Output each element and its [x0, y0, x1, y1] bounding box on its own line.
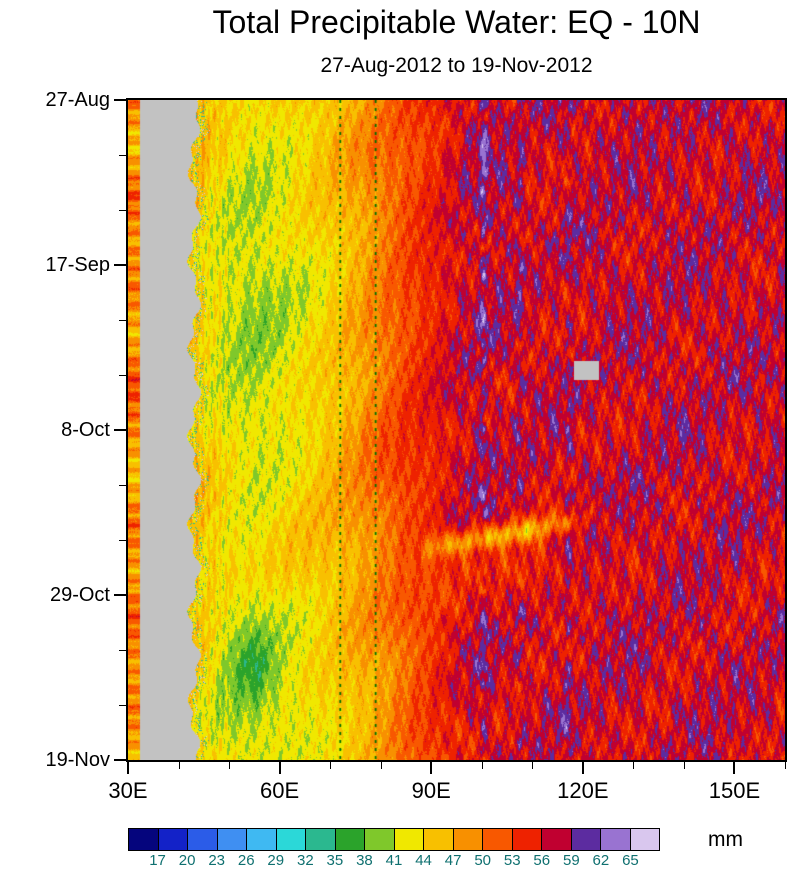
x-minor-tick — [785, 762, 786, 769]
y-minor-tick — [119, 155, 126, 156]
colorbar-tick-label: 59 — [562, 852, 580, 869]
y-major-tick — [114, 759, 126, 761]
x-minor-tick — [178, 762, 180, 769]
x-minor-tick — [380, 762, 382, 769]
x-major-tick — [581, 762, 584, 774]
x-minor-tick — [229, 762, 231, 769]
x-tick-label: 150E — [708, 778, 761, 803]
colorbar-tick-label: 41 — [385, 852, 403, 869]
y-major-tick — [114, 99, 126, 101]
y-tick-label: 8-Oct — [61, 419, 110, 441]
colorbar-tick-label: 17 — [149, 852, 166, 869]
colorbar-box — [629, 828, 660, 851]
colorbar-unit-label: mm — [708, 828, 743, 851]
colorbar-tick-label: 62 — [592, 852, 610, 869]
colorbar-box — [452, 828, 483, 851]
y-minor-tick — [119, 375, 126, 376]
colorbar-box — [393, 828, 424, 851]
y-tick-label: 17-Sep — [45, 254, 111, 276]
x-major-tick — [733, 762, 736, 774]
colorbar-tick-label: 23 — [208, 852, 225, 869]
y-minor-tick — [119, 540, 126, 541]
x-tick-label: 120E — [557, 778, 609, 803]
x-minor-tick — [683, 762, 685, 769]
colorbar-box — [482, 828, 513, 851]
colorbar-tick-label: 29 — [267, 852, 285, 869]
colorbar-tick-label: 20 — [178, 852, 196, 869]
y-minor-tick — [119, 210, 126, 211]
x-minor-tick — [532, 762, 534, 769]
colorbar-box — [511, 828, 542, 851]
colorbar-tick-label: 26 — [237, 852, 255, 869]
colorbar-tick-label: 53 — [503, 852, 521, 869]
colorbar-box — [128, 828, 159, 851]
y-minor-tick — [119, 320, 126, 321]
colorbar-tick-label: 38 — [356, 852, 373, 869]
x-major-tick — [430, 762, 433, 774]
y-tick-label: 19-Nov — [45, 749, 110, 771]
colorbar-box — [364, 828, 395, 851]
colorbar-tick-label: 56 — [533, 852, 551, 869]
heatmap-canvas — [128, 100, 785, 760]
colorbar-box — [570, 828, 601, 851]
x-major-tick — [278, 762, 281, 774]
colorbar-tick-label: 44 — [415, 852, 432, 869]
colorbar-box — [600, 828, 631, 851]
y-tick-label: 29-Oct — [49, 584, 110, 606]
colorbar-box — [187, 828, 218, 851]
chart-title: Total Precipitable Water: EQ - 10N — [212, 4, 701, 40]
x-minor-tick — [330, 762, 332, 769]
colorbar-box — [157, 828, 188, 851]
y-major-tick — [114, 264, 126, 266]
colorbar-box — [334, 828, 365, 851]
x-minor-tick — [481, 762, 483, 769]
colorbar-tick-label: 47 — [444, 852, 462, 869]
y-major-tick — [114, 594, 126, 596]
colorbar-box — [216, 828, 247, 851]
colorbar-tick-label: 50 — [474, 852, 491, 869]
colorbar-tick-label: 32 — [296, 852, 314, 869]
x-minor-tick — [633, 762, 635, 769]
colorbar-tick-label: 65 — [622, 852, 639, 869]
y-minor-tick — [119, 705, 126, 706]
plot-frame — [126, 98, 787, 762]
y-major-tick — [114, 429, 126, 431]
colorbar-box — [275, 828, 306, 851]
colorbar-box — [423, 828, 454, 851]
x-major-tick — [127, 762, 129, 774]
colorbar-tick-label: 35 — [326, 852, 344, 869]
colorbar-box — [305, 828, 336, 851]
x-tick-label: 30E — [108, 778, 148, 803]
x-tick-label: 90E — [411, 778, 451, 803]
colorbar-box — [541, 828, 572, 851]
x-tick-label: 60E — [260, 778, 300, 803]
y-minor-tick — [119, 485, 126, 486]
chart-subtitle: 27-Aug-2012 to 19-Nov-2012 — [320, 54, 593, 77]
colorbar-box — [246, 828, 277, 851]
y-minor-tick — [119, 650, 126, 651]
colorbar — [128, 828, 660, 851]
y-tick-label: 27-Aug — [45, 89, 111, 111]
